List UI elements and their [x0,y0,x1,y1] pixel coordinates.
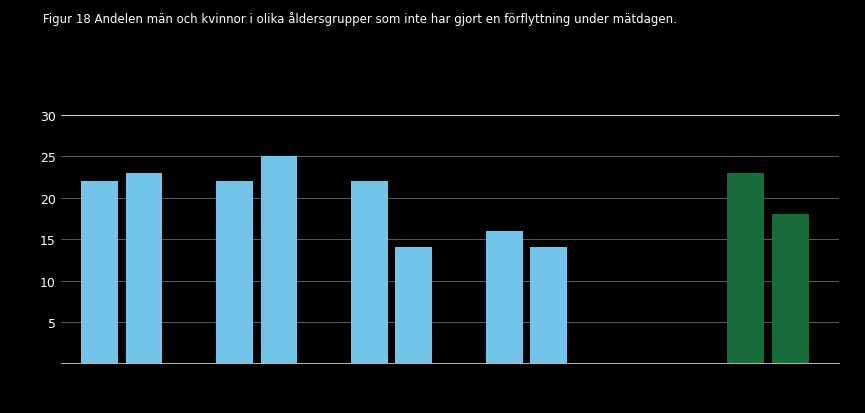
Bar [772,215,809,363]
Bar [81,182,118,363]
Bar [351,182,388,363]
Bar [486,231,522,363]
Bar [260,157,298,363]
Bar [125,173,163,363]
Bar [727,173,765,363]
Bar [216,182,253,363]
Bar [530,248,567,363]
Bar [395,248,432,363]
Text: Figur 18 Andelen män och kvinnor i olika åldersgrupper som inte har gjort en för: Figur 18 Andelen män och kvinnor i olika… [43,12,677,26]
